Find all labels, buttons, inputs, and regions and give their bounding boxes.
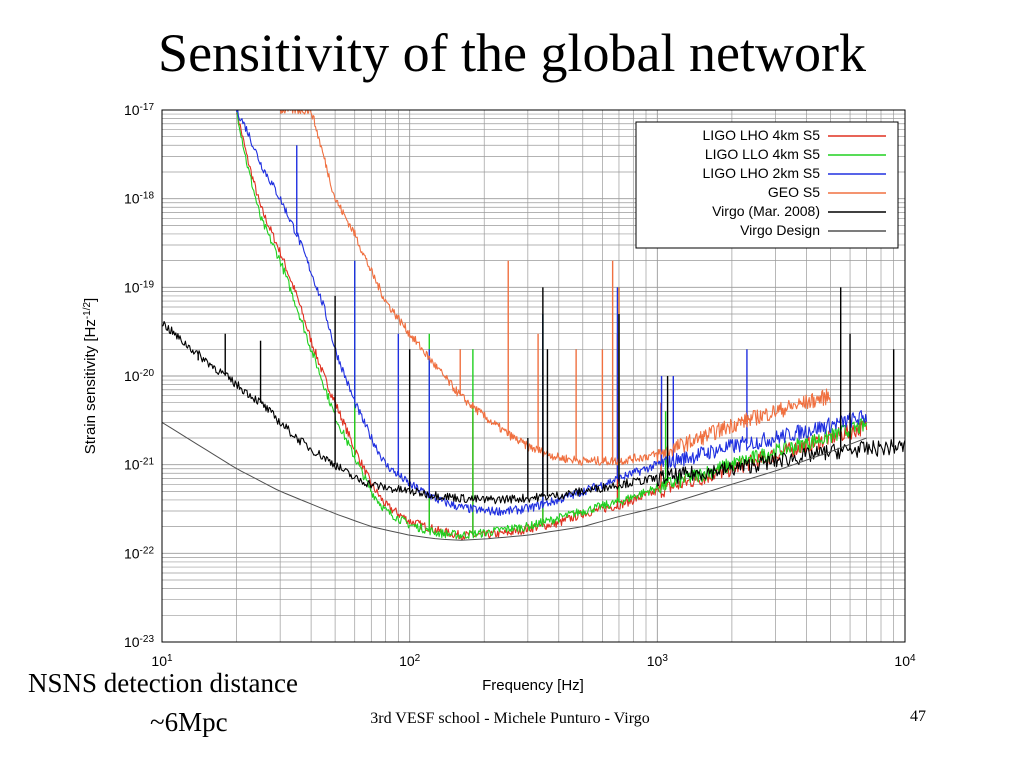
legend-label: LIGO LLO 4km S5 (705, 146, 820, 162)
y-tick-label: 10-18 (124, 190, 154, 207)
series-line (162, 421, 867, 541)
legend-label: LIGO LHO 4km S5 (703, 127, 821, 143)
series-line (162, 320, 905, 505)
plot-frame (161, 109, 906, 643)
y-tick-label: 10-22 (124, 545, 154, 562)
y-tick-label: 10-19 (124, 279, 154, 296)
y-axis-label: Strain sensitivity [Hz-1/2] (82, 298, 100, 454)
x-tick-label: 104 (894, 653, 916, 670)
y-tick-label: 10-17 (124, 102, 154, 119)
series-4 (162, 287, 905, 505)
legend-box (635, 121, 899, 249)
x-tick-label: 101 (151, 653, 173, 670)
x-tick-label: 102 (399, 653, 421, 670)
x-axis-label: Frequency [Hz] (482, 677, 584, 694)
y-tick-label: 10-23 (124, 634, 154, 651)
x-tick-labels: 101 102 103 104 (151, 653, 916, 670)
x-tick-label: 103 (647, 653, 669, 670)
chart-legend: LIGO LHO 4km S5 LIGO LLO 4km S5 LIGO LHO 2… (635, 121, 899, 249)
legend-label: Virgo (Mar. 2008) (712, 203, 820, 219)
chart-series (162, 110, 905, 541)
detection-distance-note: NSNS detection distance (28, 668, 298, 698)
page-number: 47 (910, 708, 926, 725)
legend-label: Virgo Design (740, 222, 820, 238)
y-tick-label: 10-21 (124, 456, 154, 473)
legend-label: LIGO LHO 2km S5 (703, 165, 821, 181)
series-line (236, 110, 868, 540)
series-5 (162, 421, 867, 541)
y-tick-label: 10-20 (124, 368, 154, 385)
series-line (279, 110, 831, 466)
slide-footer: 3rd VESF school - Michele Punturo - Virg… (370, 710, 650, 727)
detection-distance-value: ~6Mpc (150, 707, 228, 737)
y-tick-labels: 10-17 10-18 10-19 10-20 10-21 10-22 10-23 (124, 102, 154, 651)
slide-title: Sensitivity of the global network (158, 23, 866, 83)
series-line (236, 110, 868, 516)
legend-label: GEO S5 (768, 184, 820, 200)
